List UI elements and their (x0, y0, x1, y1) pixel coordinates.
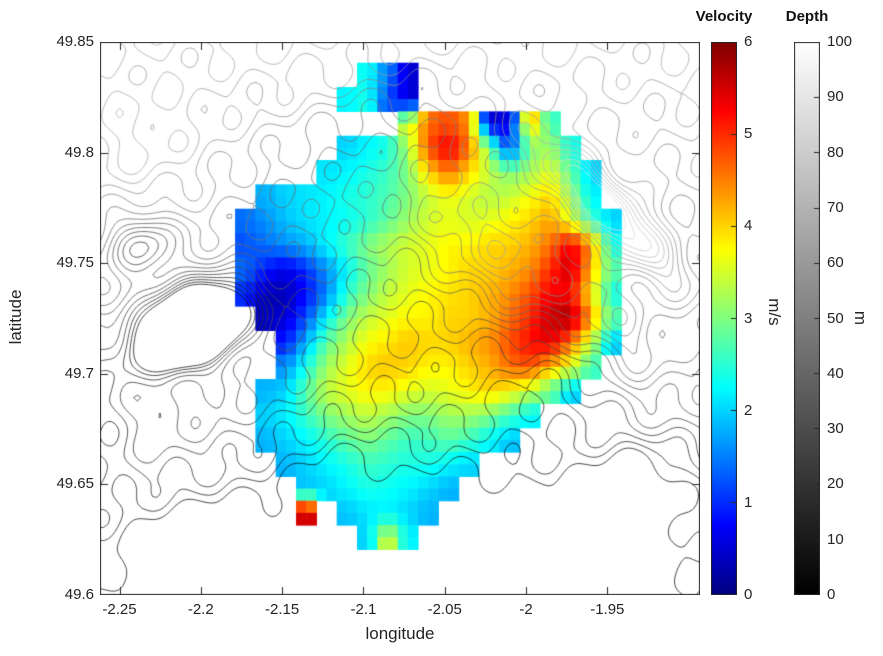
depth-colorbar (794, 42, 820, 595)
velocity-colorbar-tick-label: 5 (744, 125, 753, 143)
velocity-colorbar-tick-label: 0 (744, 586, 753, 603)
depth-colorbar-tick-label: 70 (827, 198, 844, 216)
depth-colorbar-tick-label: 90 (827, 88, 844, 106)
velocity-colorbar-tick-label: 3 (744, 309, 753, 327)
depth-unit-label: m (851, 310, 870, 326)
depth-colorbar-tick-label: 50 (827, 309, 844, 327)
x-tick-label: -2.05 (427, 601, 462, 618)
x-tick-label: -2.1 (350, 601, 377, 618)
depth-colorbar-tick-label: 100 (827, 33, 853, 50)
depth-colorbar-tick-label: 80 (827, 143, 844, 161)
y-axis-label: latitude (6, 289, 25, 345)
velocity-colorbar-tick-label: 1 (744, 493, 753, 511)
x-tick-label: -2.2 (187, 601, 214, 618)
depth-colorbar-tick-label: 30 (827, 420, 844, 438)
x-tick-label: -1.95 (590, 601, 625, 618)
y-tick-label: 49.6 (64, 586, 94, 603)
velocity-colorbar-tick-label: 6 (744, 33, 753, 50)
velocity-colorbar-tick-label: 2 (744, 401, 753, 419)
y-tick-label: 49.75 (56, 254, 94, 272)
y-tick-label: 49.65 (56, 475, 94, 493)
depth-colorbar-tick-label: 10 (827, 530, 844, 548)
x-tick-label: -2 (519, 601, 533, 618)
depth-colorbar-tick-label: 0 (827, 586, 836, 603)
y-tick-label: 49.8 (64, 143, 94, 161)
velocity-colorbar (711, 42, 737, 595)
depth-colorbar-tick-label: 40 (827, 364, 844, 382)
y-tick-label: 49.85 (56, 33, 94, 50)
map-plot-canvas (100, 42, 700, 595)
x-axis-label: longitude (365, 624, 435, 643)
depth-colorbar-title: Depth (785, 8, 829, 25)
x-tick-label: -2.25 (102, 601, 137, 618)
x-tick-label: -2.15 (265, 601, 300, 618)
velocity-colorbar-tick-label: 4 (744, 217, 753, 235)
velocity-colorbar-title: Velocity (695, 8, 753, 25)
depth-colorbar-tick-label: 60 (827, 254, 844, 272)
y-tick-label: 49.7 (64, 364, 94, 382)
velocity-unit-label: m/s (765, 298, 784, 326)
depth-colorbar-tick-label: 20 (827, 475, 844, 493)
